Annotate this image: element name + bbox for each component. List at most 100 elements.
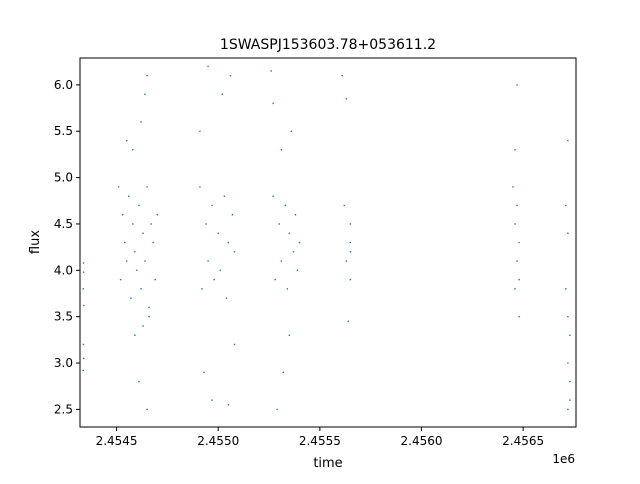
data-point [341, 74, 344, 77]
data-point [286, 288, 289, 290]
data-point [83, 304, 85, 307]
data-point [156, 213, 159, 216]
data-point [567, 408, 569, 411]
data-point [567, 362, 569, 364]
data-point [140, 288, 142, 290]
data-point [148, 306, 150, 309]
data-point [82, 357, 85, 360]
data-point [132, 148, 134, 151]
y-axis-label: flux [28, 230, 43, 254]
data-point [227, 403, 230, 406]
x-tick-label: 2.4545 [96, 434, 138, 448]
data-point [82, 262, 85, 264]
data-point [516, 260, 518, 262]
data-point [207, 65, 209, 68]
y-tick-label: 4.0 [54, 263, 73, 277]
data-point [567, 232, 569, 235]
data-point [231, 213, 234, 216]
data-point [211, 204, 213, 207]
data-point [223, 195, 226, 197]
y-axis: 2.5 3.0 3.5 4.0 4.5 5.0 5.5 6.0 [54, 78, 80, 416]
data-point [518, 278, 520, 281]
y-tick-label: 3.0 [54, 356, 73, 370]
data-point [138, 204, 140, 207]
y-tick-label: 4.5 [54, 217, 73, 231]
data-point [514, 288, 516, 290]
data-point [82, 271, 85, 273]
data-point [567, 315, 569, 318]
data-point [121, 213, 124, 216]
y-tick-label: 5.5 [54, 124, 73, 138]
data-point [136, 269, 138, 272]
data-point [345, 97, 348, 100]
x-tick-label: 2.4555 [299, 434, 341, 448]
data-point [518, 315, 520, 318]
y-tick-label: 5.0 [54, 171, 73, 185]
data-point [219, 269, 222, 272]
data-point [213, 278, 215, 281]
data-point [518, 241, 520, 244]
data-point [349, 223, 352, 225]
data-point [132, 223, 134, 225]
data-point [227, 241, 230, 244]
data-point [516, 204, 518, 207]
x-tick-label: 2.4550 [197, 434, 239, 448]
data-point [125, 139, 128, 142]
data-point [516, 84, 518, 86]
data-point [276, 408, 278, 411]
data-point [349, 250, 352, 253]
data-point [345, 260, 348, 262]
data-point [142, 325, 144, 327]
data-point [82, 343, 85, 346]
data-point [134, 250, 136, 253]
plot-frame [79, 57, 577, 428]
data-point [284, 204, 287, 207]
data-point [512, 186, 514, 188]
data-point [146, 74, 148, 77]
data-point [119, 278, 122, 281]
data-point [142, 232, 144, 235]
data-point [221, 93, 224, 95]
x-axis-label: time [313, 456, 342, 471]
data-point [274, 278, 276, 281]
data-point [514, 148, 516, 151]
data-point [278, 223, 281, 225]
data-point [292, 250, 295, 253]
data-point [144, 93, 146, 95]
data-point [288, 232, 291, 235]
data-point [298, 241, 301, 244]
data-point [201, 288, 203, 290]
data-points-layer [82, 65, 571, 411]
y-tick-label: 2.5 [54, 402, 73, 416]
data-point [117, 186, 120, 188]
data-point [288, 334, 291, 337]
data-point [199, 186, 201, 188]
data-point [270, 70, 272, 72]
data-point [229, 74, 232, 77]
data-point [233, 250, 236, 253]
data-point [148, 315, 150, 318]
data-point [146, 408, 148, 411]
data-point [144, 260, 146, 262]
x-tick-label: 2.4565 [502, 434, 544, 448]
data-point [272, 102, 274, 105]
data-point [280, 148, 283, 151]
data-point [567, 139, 569, 142]
data-point [205, 223, 207, 225]
y-tick-label: 3.5 [54, 310, 73, 324]
chart-title: 1SWASPJ153603.78+053611.2 [220, 37, 436, 53]
x-tick-label: 2.4560 [401, 434, 443, 448]
x-axis-offset-label: 1e6 [552, 452, 575, 466]
data-point [138, 380, 140, 383]
data-point [207, 260, 209, 262]
data-point [349, 278, 352, 281]
data-point [565, 204, 567, 207]
data-point [347, 320, 350, 323]
data-point [569, 334, 571, 337]
data-point [123, 241, 126, 244]
data-point [280, 260, 283, 262]
data-point [217, 232, 220, 235]
data-point [127, 195, 130, 197]
